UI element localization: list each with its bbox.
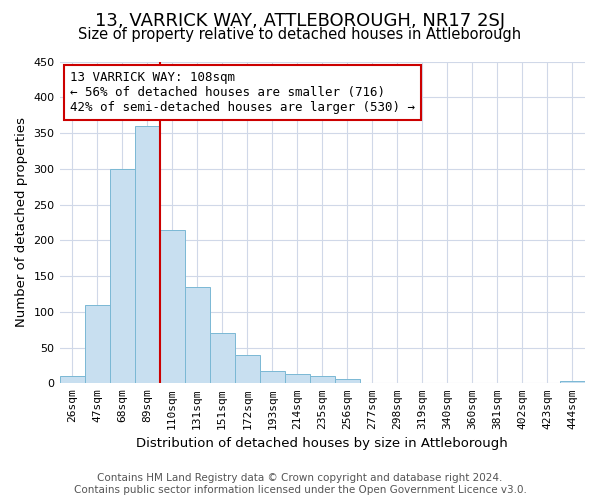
Bar [310, 376, 335, 384]
X-axis label: Distribution of detached houses by size in Attleborough: Distribution of detached houses by size … [136, 437, 508, 450]
Bar [160, 230, 185, 384]
Bar [260, 371, 285, 384]
Bar [285, 374, 310, 384]
Bar [209, 333, 235, 384]
Bar [185, 287, 209, 384]
Bar [85, 304, 110, 384]
Text: 13 VARRICK WAY: 108sqm
← 56% of detached houses are smaller (716)
42% of semi-de: 13 VARRICK WAY: 108sqm ← 56% of detached… [70, 71, 415, 114]
Bar [110, 169, 134, 384]
Bar [235, 354, 260, 384]
Bar [335, 379, 360, 384]
Y-axis label: Number of detached properties: Number of detached properties [15, 118, 28, 328]
Bar [134, 126, 160, 384]
Text: Size of property relative to detached houses in Attleborough: Size of property relative to detached ho… [79, 28, 521, 42]
Bar [560, 381, 585, 384]
Text: 13, VARRICK WAY, ATTLEBOROUGH, NR17 2SJ: 13, VARRICK WAY, ATTLEBOROUGH, NR17 2SJ [95, 12, 505, 30]
Bar [59, 376, 85, 384]
Text: Contains HM Land Registry data © Crown copyright and database right 2024.
Contai: Contains HM Land Registry data © Crown c… [74, 474, 526, 495]
